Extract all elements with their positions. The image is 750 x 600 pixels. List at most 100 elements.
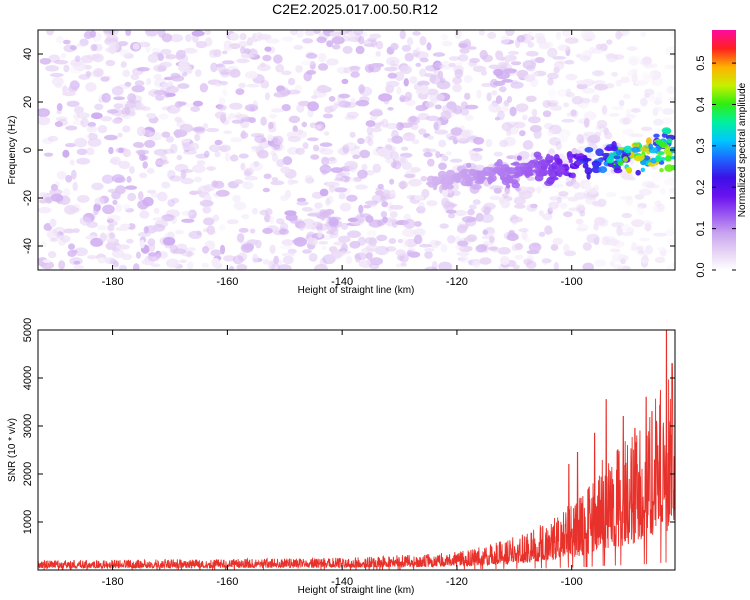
noise-blob — [238, 227, 249, 233]
noise-blob — [510, 81, 524, 89]
noise-blob — [85, 70, 92, 78]
noise-blob — [238, 82, 246, 89]
noise-blob — [344, 115, 357, 120]
noise-blob — [85, 133, 98, 140]
noise-blob — [493, 80, 506, 87]
noise-blob — [109, 232, 115, 240]
noise-blob — [67, 243, 76, 251]
noise-blob — [228, 43, 241, 50]
noise-blob — [327, 226, 338, 233]
noise-blob — [457, 54, 469, 62]
noise-blob — [404, 238, 418, 248]
noise-blob — [51, 76, 64, 87]
noise-blob — [365, 243, 378, 252]
noise-blob — [305, 53, 318, 59]
noise-blob — [420, 175, 428, 182]
noise-blob — [523, 258, 533, 265]
noise-blob — [212, 214, 220, 222]
noise-blob — [494, 116, 500, 121]
noise-blob — [43, 152, 54, 157]
noise-blob — [339, 248, 348, 253]
noise-blob — [593, 236, 600, 246]
noise-blob — [639, 237, 650, 242]
noise-blob — [347, 230, 362, 239]
noise-blob — [488, 102, 501, 113]
signal-blob — [575, 160, 582, 166]
noise-blob — [97, 224, 107, 231]
noise-blob — [375, 50, 381, 57]
noise-blob — [336, 66, 349, 74]
noise-blob — [582, 262, 595, 270]
noise-blob — [486, 92, 492, 102]
noise-blob — [410, 122, 419, 131]
noise-blob — [459, 255, 469, 263]
signal-blob — [570, 172, 576, 179]
noise-blob — [451, 190, 461, 196]
noise-blob — [358, 204, 364, 214]
noise-blob — [508, 124, 515, 129]
signal-blob — [597, 158, 603, 163]
noise-blob — [605, 192, 617, 198]
spectrogram-x-tick-label: -180 — [102, 276, 124, 288]
snr-panel: -180 -160 -140 -120 -100 1000 2000 3000 4000 5000… — [7, 318, 676, 596]
signal-blob — [601, 152, 611, 157]
noise-blob — [136, 67, 150, 72]
noise-blob — [445, 209, 457, 214]
noise-blob — [210, 249, 222, 257]
noise-blob — [137, 143, 144, 149]
signal-blob — [516, 155, 522, 161]
signal-blob — [465, 163, 472, 168]
noise-blob — [411, 138, 420, 145]
noise-blob — [144, 139, 156, 148]
signal-blob — [439, 177, 450, 185]
noise-blob — [309, 61, 316, 70]
noise-blob — [386, 56, 400, 66]
colorbar-tick-label: 0.2 — [695, 180, 707, 195]
noise-blob — [423, 151, 433, 158]
noise-blob — [521, 230, 528, 241]
signal-blob — [670, 156, 675, 160]
noise-blob — [115, 203, 123, 213]
noise-blob — [276, 159, 285, 168]
noise-blob — [359, 149, 371, 159]
noise-blob — [189, 190, 199, 196]
noise-blob — [122, 204, 131, 211]
noise-blob — [536, 186, 542, 194]
noise-blob — [78, 112, 88, 118]
noise-blob — [433, 121, 439, 131]
noise-blob — [488, 246, 498, 251]
noise-blob — [526, 31, 534, 41]
noise-blob — [368, 201, 378, 207]
signal-blob — [657, 151, 665, 156]
noise-blob — [343, 175, 350, 184]
noise-blob — [419, 68, 427, 77]
noise-blob — [565, 73, 578, 81]
noise-blob — [120, 223, 131, 229]
noise-blob — [268, 121, 274, 130]
noise-blob — [106, 109, 119, 114]
noise-blob — [404, 173, 416, 179]
noise-blob — [70, 169, 77, 180]
noise-blob — [389, 189, 396, 199]
noise-blob — [470, 153, 483, 162]
noise-blob — [134, 80, 145, 87]
noise-blob — [142, 196, 154, 207]
noise-blob — [622, 93, 631, 99]
noise-blob — [419, 57, 429, 63]
noise-blob — [452, 83, 462, 93]
noise-blob — [240, 54, 254, 59]
noise-blob — [612, 263, 624, 270]
noise-blob — [452, 76, 463, 85]
noise-blob — [381, 118, 389, 128]
noise-blob — [73, 61, 87, 72]
noise-blob — [340, 222, 349, 230]
signal-blob — [604, 146, 614, 152]
noise-blob — [519, 187, 527, 192]
noise-blob — [262, 187, 271, 193]
noise-blob — [518, 228, 529, 233]
noise-blob — [179, 123, 194, 133]
noise-blob — [314, 263, 328, 270]
noise-blob — [204, 150, 210, 158]
noise-blob — [463, 74, 473, 84]
noise-blob — [414, 51, 429, 60]
